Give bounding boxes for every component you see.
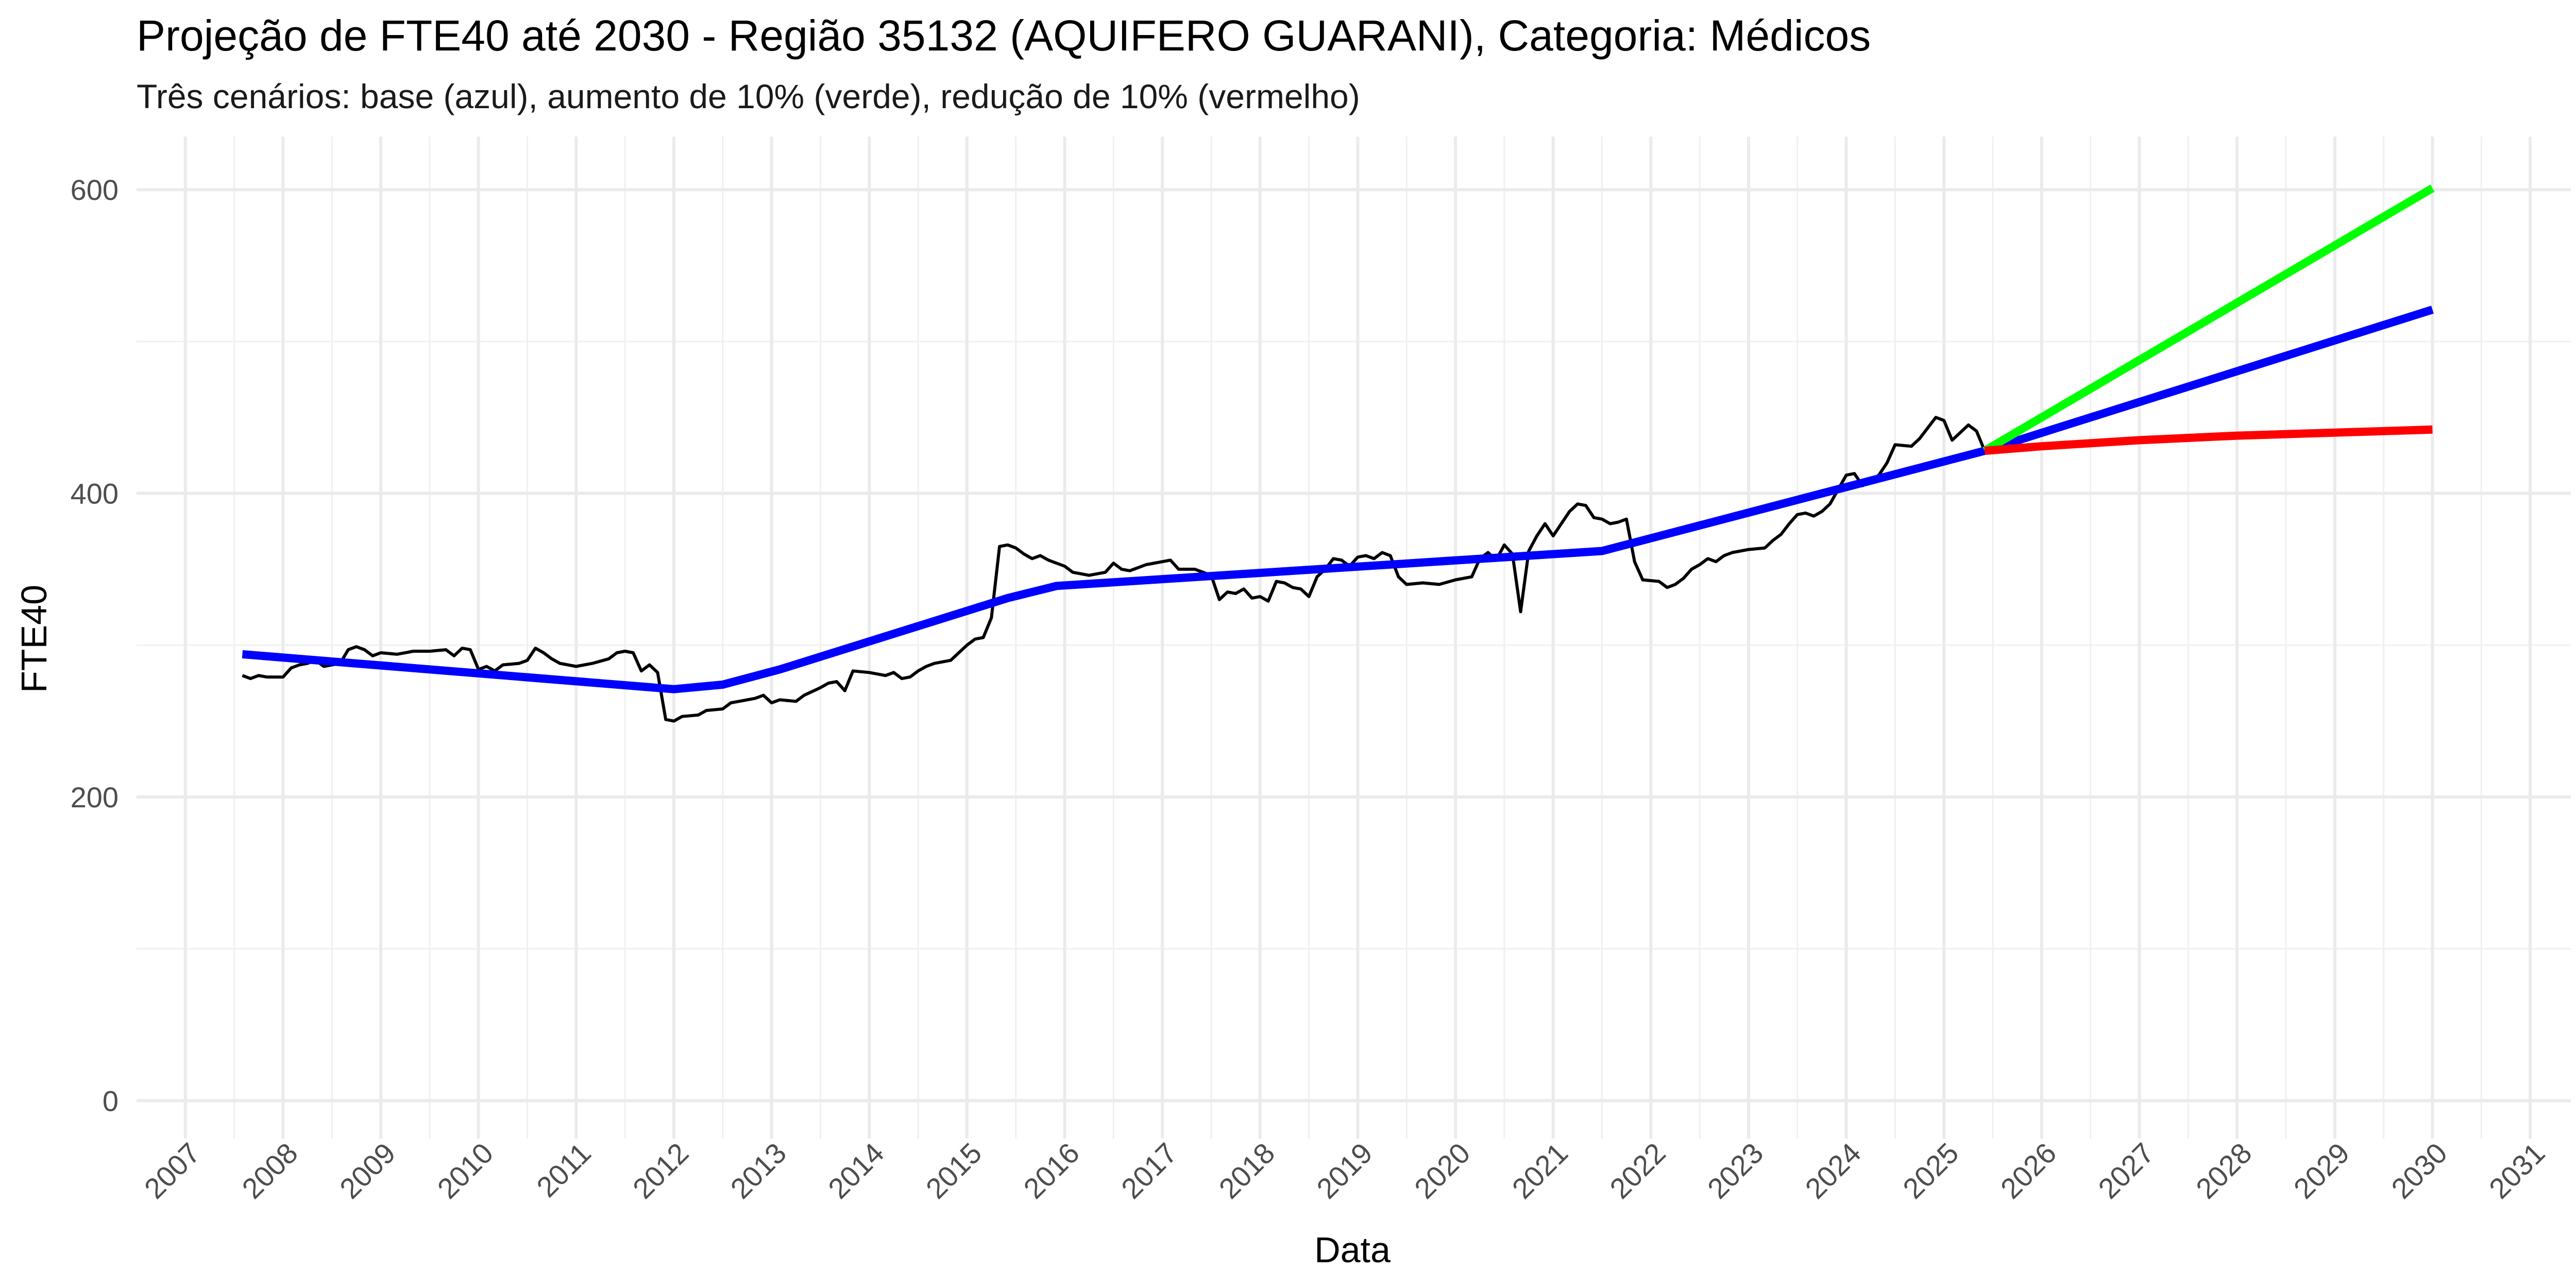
y-tick-label: 400 [71,478,118,510]
projection-series-line-3 [1984,425,2433,455]
projection-series-line-2 [1982,184,2435,454]
y-tick-label: 600 [71,174,118,206]
projection-series-line-1 [242,306,2434,693]
y-tick-label: 0 [103,1084,118,1117]
series-layer [242,184,2435,723]
x-axis-title: Data [1314,1230,1391,1270]
major-gridlines [137,137,2571,1139]
y-tick-label: 200 [71,781,118,814]
chart-subtitle: Três cenários: base (azul), aumento de 1… [137,77,1360,115]
observed-series-line [242,416,1986,723]
chart-title: Projeção de FTE40 até 2030 - Região 3513… [137,11,1871,60]
y-axis-title: FTE40 [14,585,54,693]
minor-gridlines [137,137,2571,1139]
y-tick-labels: 0 200 400 600 [71,174,118,1117]
